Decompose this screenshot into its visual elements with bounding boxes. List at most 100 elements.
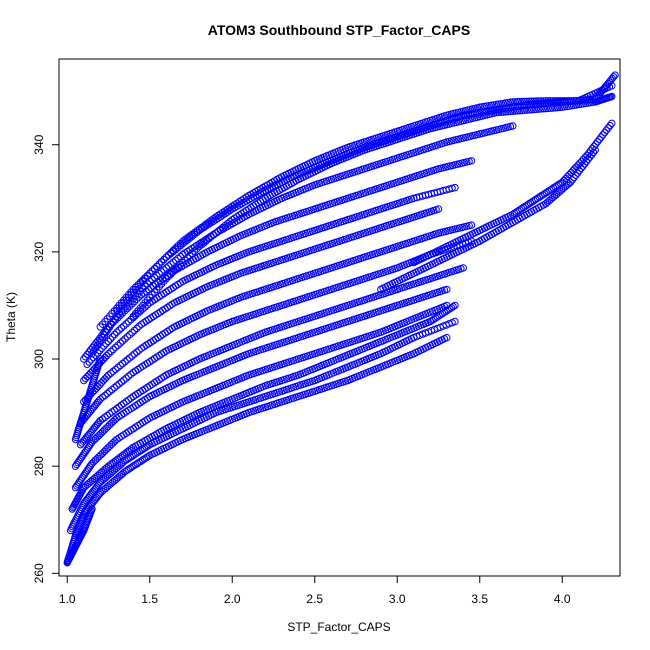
data-point <box>537 105 545 113</box>
data-point <box>579 162 587 170</box>
data-point <box>103 389 112 398</box>
data-point <box>433 313 441 321</box>
data-point <box>174 254 182 263</box>
data-point <box>593 138 602 146</box>
data-point <box>81 353 90 361</box>
data-point <box>148 275 156 284</box>
data-point <box>511 98 519 106</box>
data-point <box>96 395 105 403</box>
data-point <box>136 287 145 295</box>
data-point <box>223 219 232 228</box>
data-point <box>601 128 609 137</box>
data-point <box>595 135 604 144</box>
data-point <box>518 97 526 106</box>
data-point <box>113 404 121 413</box>
data-point <box>209 231 218 239</box>
data-point <box>532 97 540 105</box>
data-point <box>523 106 531 114</box>
x-axis-label: STP_Factor_CAPS <box>287 620 390 634</box>
y-tick-label: 340 <box>32 134 46 154</box>
data-point <box>161 273 169 282</box>
data-point <box>172 256 180 264</box>
data-point <box>582 157 591 166</box>
data-point <box>127 370 135 378</box>
data-point <box>111 365 120 374</box>
data-point <box>497 108 505 116</box>
data-point <box>547 185 556 193</box>
data-point <box>167 260 175 268</box>
y-tick-label: 280 <box>32 456 46 476</box>
data-point <box>575 167 583 175</box>
data-point <box>167 248 175 257</box>
data-point <box>127 291 135 299</box>
data-point <box>537 192 545 200</box>
data-point <box>140 455 149 463</box>
data-point <box>115 380 123 388</box>
data-point <box>109 345 117 354</box>
data-point <box>101 413 109 421</box>
data-point <box>107 369 115 377</box>
data-point <box>611 71 619 79</box>
data-point <box>591 146 599 154</box>
data-point <box>162 275 171 283</box>
data-point <box>521 202 529 211</box>
chart-title: ATOM3 Southbound STP_Factor_CAPS <box>208 22 470 38</box>
data-point <box>513 98 522 106</box>
data-point <box>120 376 128 384</box>
data-point <box>103 373 111 381</box>
data-points <box>63 71 619 567</box>
data-point <box>190 247 199 255</box>
data-point <box>123 333 132 341</box>
data-point <box>572 171 580 180</box>
data-point <box>539 105 548 113</box>
data-point <box>195 242 204 251</box>
data-point <box>200 239 208 247</box>
data-point <box>186 252 194 260</box>
data-point <box>88 505 96 513</box>
data-point <box>560 103 569 111</box>
data-point <box>205 218 213 226</box>
data-point <box>90 341 99 349</box>
x-tick-label: 3.5 <box>471 592 488 606</box>
data-point <box>532 105 540 114</box>
data-point <box>506 98 515 106</box>
data-point <box>122 374 130 382</box>
data-point <box>572 97 581 105</box>
x-axis: 1.0 1.5 2.0 2.5 3.0 3.5 4.0 <box>59 575 571 606</box>
data-point <box>83 372 92 381</box>
data-point <box>575 100 583 109</box>
data-point <box>513 107 522 115</box>
data-point <box>183 234 192 242</box>
data-point <box>602 126 611 134</box>
data-point <box>162 264 171 272</box>
data-point <box>530 105 538 114</box>
data-point <box>116 311 125 320</box>
data-point <box>118 359 127 368</box>
data-point <box>573 169 582 177</box>
data-point <box>179 237 187 245</box>
data-point <box>509 122 517 130</box>
data-point <box>608 92 616 101</box>
data-point <box>83 350 92 359</box>
data-point <box>117 378 126 386</box>
data-point <box>164 251 173 259</box>
data-point <box>188 230 196 239</box>
data-point <box>114 341 122 349</box>
data-point <box>122 320 130 328</box>
data-point <box>516 97 524 106</box>
data-point <box>502 108 510 116</box>
data-point <box>451 317 459 326</box>
data-point <box>434 205 443 213</box>
data-point <box>148 291 156 299</box>
data-point <box>109 367 117 375</box>
data-point <box>103 411 112 420</box>
data-point <box>144 452 152 461</box>
data-point <box>467 157 476 165</box>
data-point <box>117 301 126 310</box>
data-point <box>117 401 126 409</box>
data-point <box>553 103 562 112</box>
data-point <box>160 255 168 264</box>
data-point <box>518 106 526 115</box>
data-point <box>102 340 110 348</box>
